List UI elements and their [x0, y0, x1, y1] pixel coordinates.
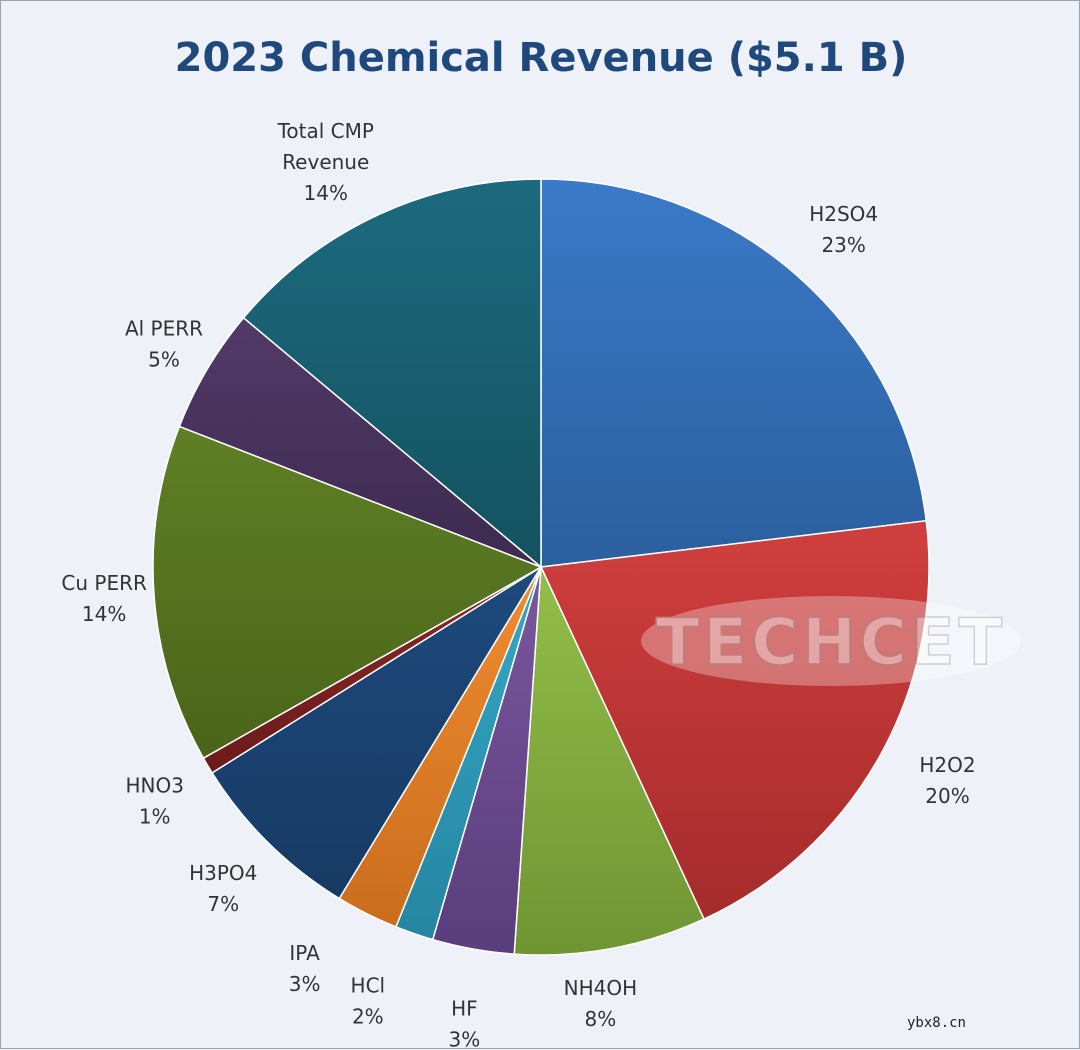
slice-label-total-cmp-revenue: Total CMP Revenue 14% — [277, 119, 374, 205]
pie-slice-cu-perr — [152, 425, 543, 760]
slice-label-h3po4: H3PO4 7% — [189, 861, 257, 916]
watermark-text: TECHCET — [656, 606, 1006, 680]
pie-slice-total-cmp-revenue — [242, 178, 542, 569]
slice-label-ipa: IPA 3% — [289, 941, 321, 996]
footer-site: ybx8.cn — [907, 1015, 966, 1031]
pie-slice-nh4oh — [513, 566, 705, 956]
pie-slice-h2o2 — [539, 519, 930, 921]
chart-title: 2023 Chemical Revenue ($5.1 B) — [175, 35, 908, 81]
pie-slice-h3po4 — [211, 566, 542, 900]
slice-label-hf: HF 3% — [448, 997, 480, 1050]
pie-slice-h2so4 — [540, 178, 928, 568]
slice-labels: H2SO4 23% H2O2 20% NH4OH 8% HF 3% HCl 2% IPA 3% H3PO… — [61, 119, 975, 1050]
slice-label-nh4oh: NH4OH 8% — [564, 976, 638, 1031]
pie-slices — [152, 178, 930, 956]
slice-label-al-perr: Al PERR 5% — [125, 317, 203, 372]
slice-label-h2so4: H2SO4 23% — [809, 202, 878, 257]
slice-label-cu-perr: Cu PERR 14% — [61, 571, 147, 626]
slice-label-hno3: HNO3 1% — [125, 774, 183, 829]
slice-label-hcl: HCl 2% — [351, 973, 386, 1028]
techcet-watermark: TECHCET — [641, 596, 1021, 686]
slice-label-h2o2: H2O2 20% — [919, 753, 975, 808]
